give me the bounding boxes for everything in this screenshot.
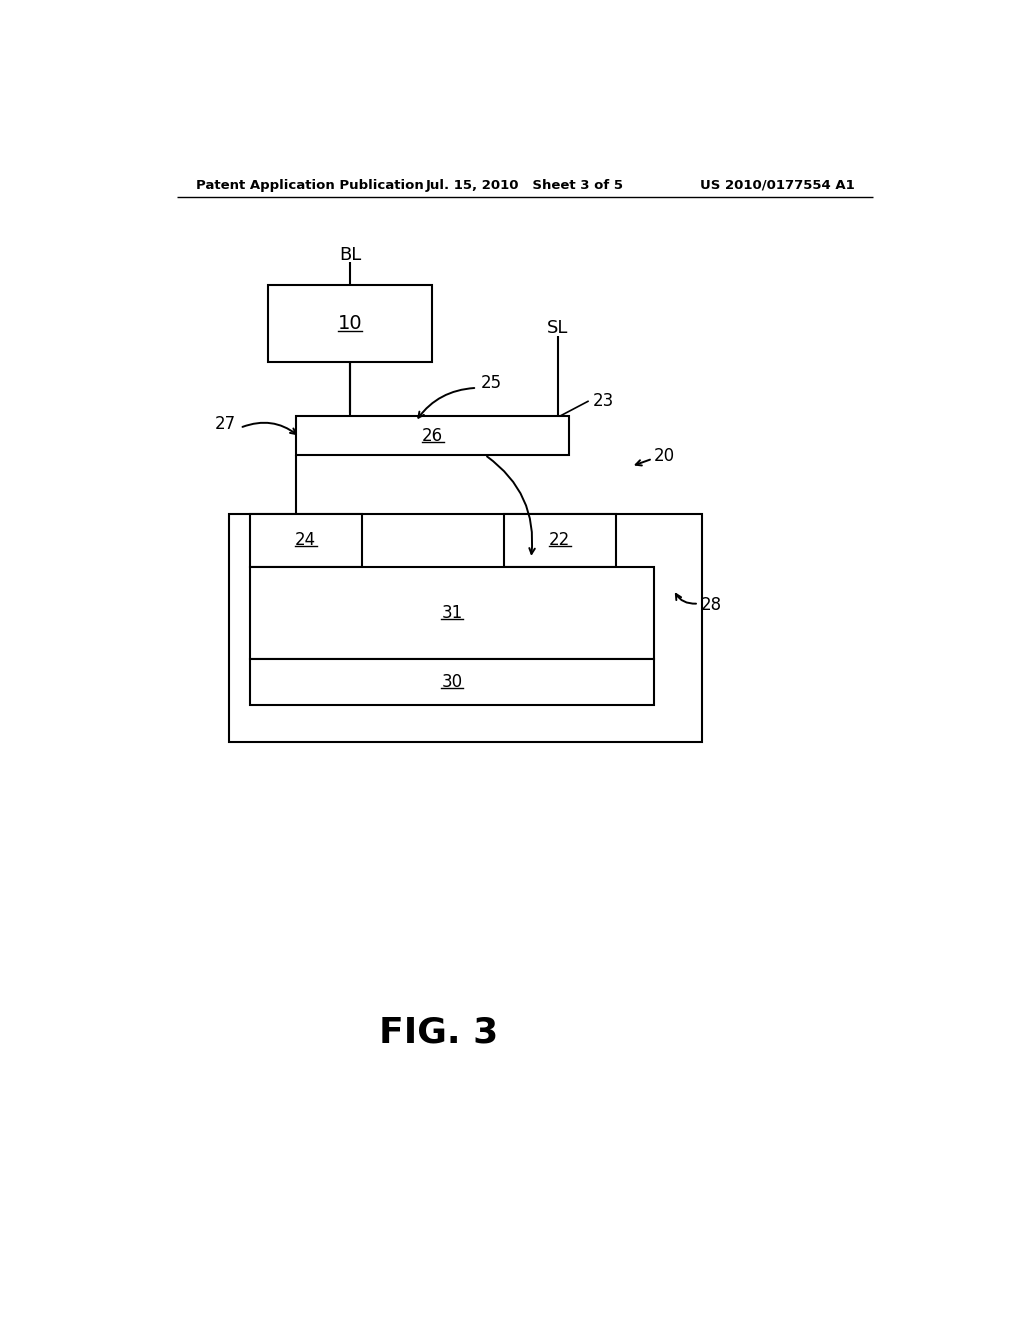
Text: 28: 28 xyxy=(700,597,722,614)
Text: 10: 10 xyxy=(338,314,362,334)
Text: Jul. 15, 2010   Sheet 3 of 5: Jul. 15, 2010 Sheet 3 of 5 xyxy=(426,178,624,191)
Text: 31: 31 xyxy=(441,603,463,622)
Text: SL: SL xyxy=(547,319,568,337)
Text: 20: 20 xyxy=(654,447,675,466)
Text: 24: 24 xyxy=(295,532,316,549)
Bar xyxy=(296,416,569,455)
Text: 26: 26 xyxy=(422,426,443,445)
Text: 25: 25 xyxy=(481,375,502,392)
Text: 22: 22 xyxy=(549,532,570,549)
Text: FIG. 3: FIG. 3 xyxy=(379,1015,499,1049)
Text: 23: 23 xyxy=(593,392,613,411)
Text: Patent Application Publication: Patent Application Publication xyxy=(196,178,424,191)
Bar xyxy=(250,513,361,566)
Text: US 2010/0177554 A1: US 2010/0177554 A1 xyxy=(699,178,854,191)
Bar xyxy=(250,659,654,705)
Text: 30: 30 xyxy=(441,673,463,690)
Bar xyxy=(250,566,654,659)
Text: 27: 27 xyxy=(215,414,237,433)
Bar xyxy=(229,515,701,742)
Bar xyxy=(267,285,432,363)
Text: BL: BL xyxy=(339,246,361,264)
Bar xyxy=(504,513,615,566)
